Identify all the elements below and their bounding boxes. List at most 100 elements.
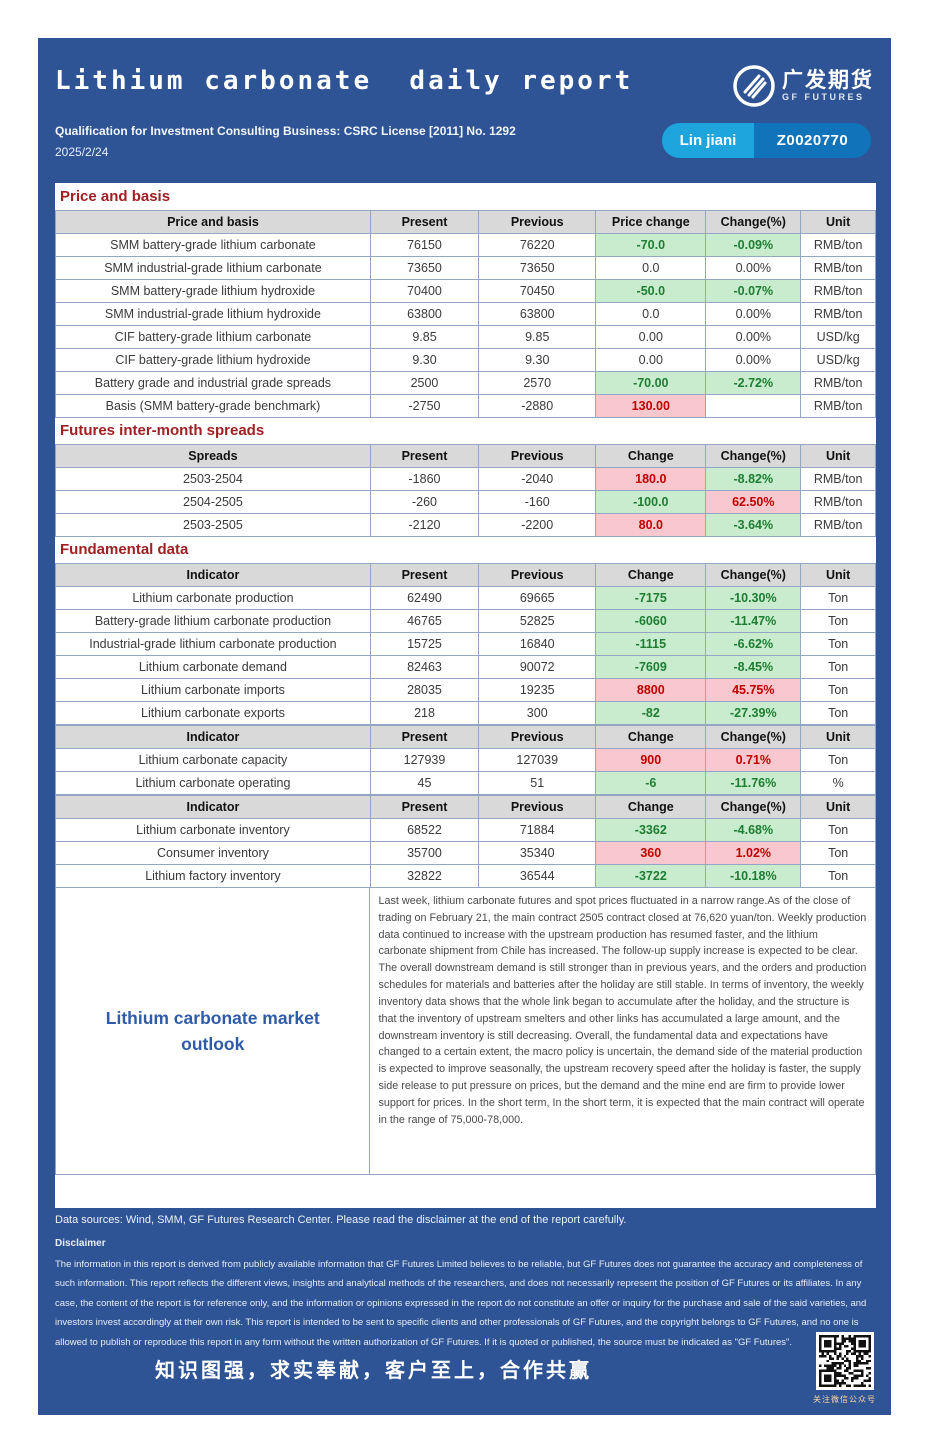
cell-label: 2504-2505 xyxy=(56,491,371,514)
table-row: Battery grade and industrial grade sprea… xyxy=(56,372,876,395)
cell-label: Lithium carbonate imports xyxy=(56,679,371,702)
cell-change: -50.0 xyxy=(596,280,707,303)
cell-label: Lithium carbonate demand xyxy=(56,656,371,679)
analyst-license-id: Z0020770 xyxy=(753,123,871,158)
cell-present: -1860 xyxy=(370,468,480,491)
table-row: SMM industrial-grade lithium carbonate 73… xyxy=(56,257,876,280)
outlook-text: Last week, lithium carbonate futures and… xyxy=(378,895,867,1126)
wechat-qr-code xyxy=(818,1335,871,1387)
header-change: Change xyxy=(596,796,707,819)
cell-change: -6 xyxy=(596,772,707,795)
cell-change-pct: -4.68% xyxy=(706,819,802,842)
cell-change-pct: -6.62% xyxy=(706,633,802,656)
header-label: Indicator xyxy=(56,796,371,819)
cell-previous: 16840 xyxy=(479,633,597,656)
cell-unit: % xyxy=(801,772,876,795)
header-change-pct: Change(%) xyxy=(706,726,802,749)
header-unit: Unit xyxy=(801,211,876,234)
header-label: Spreads xyxy=(56,445,371,468)
cell-unit: Ton xyxy=(801,610,876,633)
cell-label: Lithium factory inventory xyxy=(56,865,371,888)
gf-futures-logo-icon xyxy=(733,65,775,107)
cell-present: 15725 xyxy=(370,633,480,656)
cell-label: Lithium carbonate exports xyxy=(56,702,371,725)
header-change-pct: Change(%) xyxy=(706,564,802,587)
header-change-pct: Change(%) xyxy=(706,211,802,234)
cell-change-pct xyxy=(706,395,802,418)
report-date: 2025/2/24 xyxy=(55,145,109,159)
header-change-pct: Change(%) xyxy=(706,445,802,468)
cell-previous: 9.30 xyxy=(479,349,597,372)
cell-label: CIF battery-grade lithium carbonate xyxy=(56,326,371,349)
header-change-pct: Change(%) xyxy=(706,796,802,819)
cell-label: SMM industrial-grade lithium hydroxide xyxy=(56,303,371,326)
cell-change: 180.0 xyxy=(596,468,707,491)
cell-present: 127939 xyxy=(370,749,480,772)
cell-unit: Ton xyxy=(801,842,876,865)
cell-label: Lithium carbonate production xyxy=(56,587,371,610)
report-page: Lithium carbonate daily report 广发期货 GF F… xyxy=(38,38,891,1415)
header-previous: Previous xyxy=(479,726,597,749)
cell-previous: -2880 xyxy=(479,395,597,418)
cell-unit: USD/kg xyxy=(801,349,876,372)
gf-futures-logo: 广发期货 GF FUTURES xyxy=(732,64,874,108)
cell-present: 28035 xyxy=(370,679,480,702)
cell-unit: Ton xyxy=(801,679,876,702)
cell-label: Industrial-grade lithium carbonate produ… xyxy=(56,633,371,656)
cell-present: 2500 xyxy=(370,372,480,395)
table-row: 2504-2505 -260 -160 -100.0 62.50% RMB/ton xyxy=(56,491,876,514)
analyst-badge: Lin jiani Z0020770 xyxy=(662,123,871,158)
cell-unit: RMB/ton xyxy=(801,395,876,418)
cell-unit: RMB/ton xyxy=(801,514,876,537)
cell-present: -2750 xyxy=(370,395,480,418)
cell-unit: RMB/ton xyxy=(801,234,876,257)
header-unit: Unit xyxy=(801,445,876,468)
cell-present: -260 xyxy=(370,491,480,514)
header-present: Present xyxy=(370,726,480,749)
cell-present: 9.85 xyxy=(370,326,480,349)
cell-previous: 300 xyxy=(479,702,597,725)
cell-previous: 76220 xyxy=(479,234,597,257)
qualification-text: Qualification for Investment Consulting … xyxy=(55,124,516,138)
cell-change-pct: -3.64% xyxy=(706,514,802,537)
header-unit: Unit xyxy=(801,726,876,749)
header-change: Change xyxy=(596,445,707,468)
header-present: Present xyxy=(370,564,480,587)
cell-label: Lithium carbonate capacity xyxy=(56,749,371,772)
cell-change: -70.00 xyxy=(596,372,707,395)
cell-change: -7609 xyxy=(596,656,707,679)
cell-label: Consumer inventory xyxy=(56,842,371,865)
cell-change: 0.0 xyxy=(596,303,707,326)
cell-change: -100.0 xyxy=(596,491,707,514)
table-row: SMM industrial-grade lithium hydroxide 63… xyxy=(56,303,876,326)
table-row: Lithium carbonate capacity 127939 127039 90… xyxy=(56,749,876,772)
data-table: Price and basis Present Previous Price chan… xyxy=(55,210,876,418)
header-change: Price change xyxy=(596,211,707,234)
cell-present: 70400 xyxy=(370,280,480,303)
cell-label: SMM battery-grade lithium hydroxide xyxy=(56,280,371,303)
cell-unit: USD/kg xyxy=(801,326,876,349)
cell-change-pct: -0.09% xyxy=(706,234,802,257)
header-change: Change xyxy=(596,726,707,749)
cell-previous: 9.85 xyxy=(479,326,597,349)
cell-change-pct: 45.75% xyxy=(706,679,802,702)
cell-change-pct: -11.47% xyxy=(706,610,802,633)
cell-unit: Ton xyxy=(801,819,876,842)
cell-label: Battery grade and industrial grade sprea… xyxy=(56,372,371,395)
section-title: Fundamental data xyxy=(55,537,876,563)
wechat-qr-block: 关注微信公众号 xyxy=(813,1332,876,1405)
cell-change-pct: -10.18% xyxy=(706,865,802,888)
cell-change: -1115 xyxy=(596,633,707,656)
header-label: Indicator xyxy=(56,564,371,587)
cell-present: 46765 xyxy=(370,610,480,633)
table-row: Lithium factory inventory 32822 36544 -3722… xyxy=(56,865,876,888)
cell-previous: 73650 xyxy=(479,257,597,280)
cell-label: Battery-grade lithium carbonate producti… xyxy=(56,610,371,633)
data-table: Indicator Present Previous Change Change(%) U… xyxy=(55,795,876,888)
cell-change-pct: -0.07% xyxy=(706,280,802,303)
section-title: Price and basis xyxy=(55,184,876,210)
cell-change-pct: -2.72% xyxy=(706,372,802,395)
cell-unit: RMB/ton xyxy=(801,303,876,326)
cell-change-pct: 0.71% xyxy=(706,749,802,772)
qr-caption: 关注微信公众号 xyxy=(813,1395,876,1404)
